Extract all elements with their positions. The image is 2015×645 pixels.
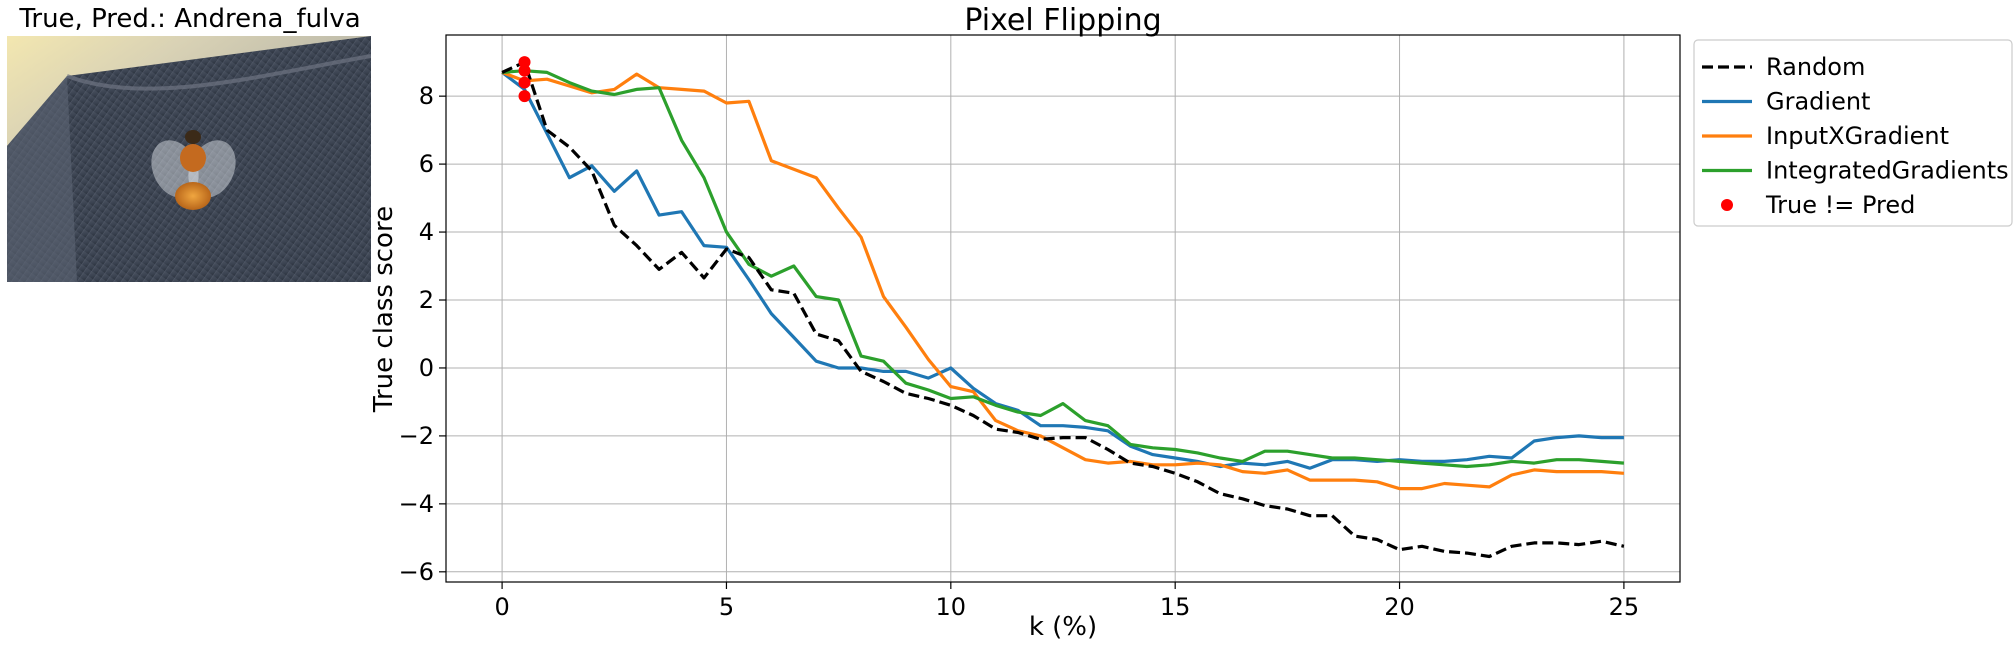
- y-tick-label: 8: [419, 82, 434, 110]
- mismatch-marker: [518, 76, 531, 89]
- series-line-random: [501, 60, 1625, 559]
- legend-swatch-marker: [1721, 199, 1733, 211]
- series-line-integratedgradients: [501, 69, 1625, 469]
- legend-label: InputXGradient: [1766, 122, 1949, 150]
- x-tick-label: 0: [494, 593, 509, 621]
- legend-label: Gradient: [1766, 88, 1870, 116]
- x-tick-label: 25: [1609, 593, 1640, 621]
- y-tick-label: 6: [419, 150, 434, 178]
- chart-title: Pixel Flipping: [964, 3, 1161, 38]
- x-axis-ticks: 0 5 10 15 20 25: [494, 582, 1639, 621]
- photo-title: True, Pred.: Andrena_fulva: [19, 4, 361, 34]
- legend-label: True != Pred: [1765, 191, 1915, 219]
- x-tick-label: 20: [1384, 593, 1415, 621]
- x-axis-label: k (%): [1029, 612, 1097, 642]
- mismatch-marker: [518, 90, 531, 103]
- mismatch-marker: [518, 56, 531, 69]
- x-tick-label: 5: [719, 593, 734, 621]
- plot-area-frame: [445, 34, 1681, 583]
- series-layer: [501, 60, 1625, 559]
- marker-layer: [518, 56, 531, 103]
- x-tick-label: 15: [1160, 593, 1191, 621]
- legend: Random Gradient InputXGradient IntegratedGr…: [1693, 39, 2013, 227]
- series-line-inputxgradient: [501, 70, 1625, 491]
- y-tick-label: −6: [399, 558, 434, 586]
- legend-label: IntegratedGradients: [1766, 157, 2009, 185]
- y-tick-label: −2: [399, 422, 434, 450]
- y-tick-label: −4: [399, 490, 434, 518]
- y-axis-ticks: −6 −4 −2 0 2 4 6 8: [399, 82, 446, 586]
- legend-box: [1693, 39, 2013, 227]
- x-tick-label: 10: [936, 593, 967, 621]
- y-tick-label: 0: [419, 354, 434, 382]
- y-tick-label: 2: [419, 286, 434, 314]
- bee-photo: [7, 36, 371, 282]
- mismatch-marker: [518, 64, 531, 77]
- legend-label: Random: [1766, 53, 1865, 81]
- grid-lines: [446, 35, 1680, 582]
- y-tick-label: 4: [419, 218, 434, 246]
- y-axis-label: True class score: [369, 206, 399, 413]
- series-line-gradient: [501, 71, 1624, 470]
